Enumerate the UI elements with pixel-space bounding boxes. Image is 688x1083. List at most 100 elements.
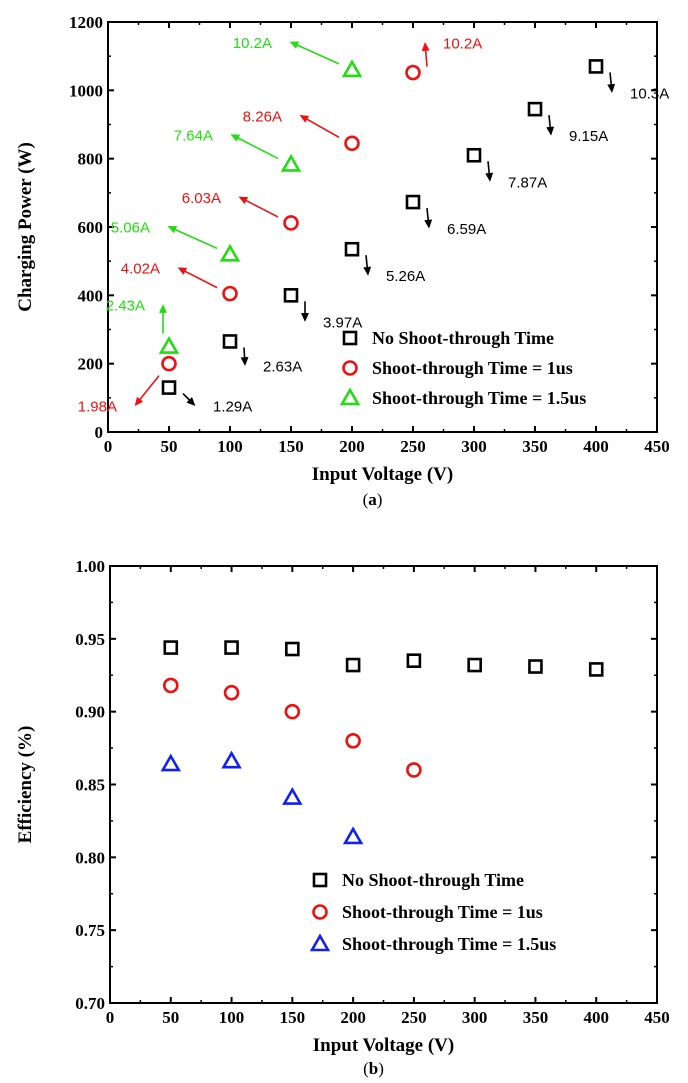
legend-marker-triangle <box>309 933 331 952</box>
series-2 <box>160 750 364 845</box>
data-point-square <box>588 662 604 677</box>
current-annotation: 2.63A <box>263 358 302 375</box>
annotation-arrow <box>424 207 433 229</box>
y-axis-title: Charging Power (W) <box>15 142 36 312</box>
y-tick-label: 0.75 <box>75 921 105 940</box>
data-point-circle <box>406 762 422 778</box>
x-tick-label: 200 <box>340 1008 366 1027</box>
legend-label: Shoot-through Time = 1.5us <box>372 388 586 408</box>
current-annotation: 9.15A <box>569 128 608 145</box>
legend-label: Shoot-through Time = 1.5us <box>342 934 556 954</box>
series-1: 1.98A 4.02A 6.03A 8.26A 10.2A <box>78 36 482 416</box>
panel-label: a <box>368 490 377 509</box>
current-annotation: 2.43A <box>106 298 145 315</box>
annotation-arrow <box>607 72 616 94</box>
data-point-square <box>344 241 360 257</box>
x-tick-label: 100 <box>219 1008 245 1027</box>
annotation-arrow <box>546 115 555 136</box>
x-tick-label: 0 <box>106 1008 115 1027</box>
legend-marker-square <box>312 872 328 888</box>
x-tick-label: 400 <box>583 437 609 456</box>
y-tick-label: 400 <box>78 286 104 305</box>
x-tick-label: 200 <box>339 437 365 456</box>
panel-caption: (a) <box>363 490 383 509</box>
y-tick-label: 0 <box>95 423 104 442</box>
x-tick-label: 50 <box>161 437 178 456</box>
panel-caption: (b) <box>363 1059 384 1078</box>
data-point-square <box>161 380 177 395</box>
y-tick-label: 200 <box>78 355 104 374</box>
series-2: 2.43A 5.06A 7.64A 10.2A <box>106 35 363 354</box>
data-point-circle <box>283 215 299 231</box>
data-point-square <box>406 653 422 668</box>
y-tick-label: 0.95 <box>75 630 105 649</box>
legend-marker-square <box>342 330 358 346</box>
annotation-arrow <box>230 134 279 160</box>
annotation-arrow <box>421 41 430 67</box>
annotation-arrow <box>238 196 279 218</box>
current-annotation: 10.2A <box>443 36 482 53</box>
data-point-triangle <box>160 753 182 772</box>
legend-label: Shoot-through Time = 1us <box>342 902 543 922</box>
data-point-circle <box>223 684 240 701</box>
data-point-circle <box>345 732 361 749</box>
legend-marker-triangle <box>339 387 361 406</box>
annotation-arrow <box>240 347 249 367</box>
data-point-circle <box>284 703 301 720</box>
annotation-arrow <box>134 375 160 407</box>
x-tick-label: 50 <box>162 1008 179 1027</box>
data-point-square <box>528 659 543 674</box>
data-point-square <box>224 640 239 655</box>
x-axis-title: Input Voltage (V) <box>312 464 453 485</box>
current-annotation: 8.26A <box>243 108 282 125</box>
annotation-arrow <box>167 226 218 250</box>
y-tick-label: 0.90 <box>75 703 105 722</box>
x-tick-label: 400 <box>583 1008 609 1027</box>
legend-label: Shoot-through Time = 1us <box>372 358 573 378</box>
annotation-arrow <box>301 301 309 322</box>
legend-marker-circle <box>342 360 358 376</box>
data-point-square <box>345 657 361 673</box>
current-annotation: 1.29A <box>213 399 252 416</box>
data-point-triangle <box>341 59 363 78</box>
data-point-square <box>283 288 299 303</box>
annotation-arrow <box>485 161 494 182</box>
x-axis-title: Input Voltage (V) <box>313 1035 454 1056</box>
annotation-arrow <box>299 114 340 138</box>
current-annotation: 10.2A <box>233 35 272 52</box>
x-tick-label: 150 <box>278 437 304 456</box>
series-0 <box>163 640 604 677</box>
data-point-square <box>285 641 300 657</box>
current-annotation: 5.26A <box>386 268 425 285</box>
annotation-arrow <box>177 267 218 289</box>
data-point-circle <box>162 677 179 694</box>
data-point-square <box>163 640 179 655</box>
x-tick-label: 250 <box>401 1008 427 1027</box>
annotation-arrow <box>159 303 167 334</box>
x-tick-label: 350 <box>522 437 548 456</box>
x-tick-label: 0 <box>104 437 113 456</box>
y-tick-label: 1000 <box>69 81 103 100</box>
legend-label: No Shoot-through Time <box>372 328 554 348</box>
y-tick-label: 0.70 <box>75 994 105 1013</box>
panel-label: b <box>369 1059 378 1078</box>
legend-label: No Shoot-through Time <box>342 870 524 890</box>
current-annotation: 6.59A <box>447 221 486 238</box>
current-annotation: 3.97A <box>323 314 362 331</box>
data-point-circle <box>161 355 177 372</box>
chart-b: 0 50 100 150 200 250 300 350 400 450 0.70 0.75 0.80 0… <box>15 557 670 1078</box>
data-point-circle <box>405 64 421 81</box>
data-point-triangle <box>219 243 241 262</box>
x-tick-label: 300 <box>462 1008 488 1027</box>
x-tick-label: 450 <box>644 1008 670 1027</box>
current-annotation: 5.06A <box>111 219 150 236</box>
x-tick-label: 100 <box>217 437 243 456</box>
x-tick-label: 450 <box>644 437 670 456</box>
current-annotation: 7.64A <box>174 127 213 144</box>
legend-marker-circle <box>312 904 328 920</box>
data-point-square <box>467 657 482 673</box>
x-tick-label: 300 <box>461 437 487 456</box>
legend: No Shoot-through Time Shoot-through Time … <box>339 328 586 408</box>
data-point-square <box>222 334 238 349</box>
